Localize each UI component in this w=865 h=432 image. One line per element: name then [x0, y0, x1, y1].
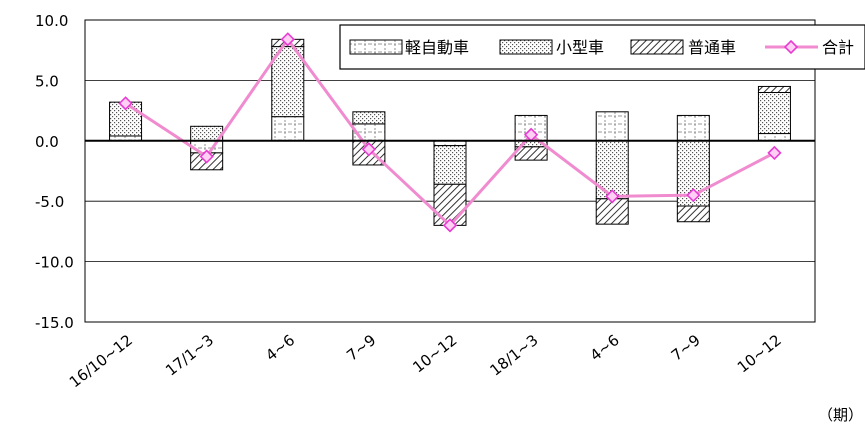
legend-label: 軽自動車 [405, 38, 469, 57]
y-tick-label: -15.0 [35, 314, 74, 332]
x-tick-label: 10~12 [734, 331, 785, 376]
legend-label: 合計 [822, 38, 854, 57]
x-tick-label: 4~6 [587, 331, 623, 365]
legend-label: 普通車 [688, 38, 736, 57]
y-tick-label: 10.0 [35, 12, 68, 30]
bar-segment-grid [676, 114, 710, 142]
total-marker [361, 142, 377, 157]
x-tick-label: 16/10~12 [66, 331, 136, 391]
bar-segment-dots [433, 145, 467, 185]
bar-segment-grid [757, 133, 791, 142]
bar-segment-hatch [757, 85, 791, 93]
total-marker [605, 189, 620, 204]
total-marker [199, 149, 214, 164]
bar-segment-grid [595, 111, 629, 142]
legend-swatch-hatch [630, 39, 684, 55]
bar-segment-dots [757, 91, 791, 135]
bar-segment-dots [352, 111, 386, 125]
x-tick-label: 7~9 [343, 331, 379, 365]
y-tick-label: -5.0 [35, 193, 64, 211]
y-tick-label: -10.0 [35, 254, 74, 272]
legend: 軽自動車 小型車 普通車 合計 [339, 24, 865, 70]
x-tick-label: 7~9 [668, 331, 704, 365]
legend-label: 小型車 [556, 38, 604, 57]
total-marker [118, 96, 133, 111]
total-marker [442, 218, 458, 233]
bar-segment-hatch [676, 205, 710, 223]
legend-swatch-dots [499, 39, 553, 55]
total-marker [767, 145, 782, 161]
x-tick-label: 17/1~3 [162, 331, 217, 380]
y-tick-label: 0.0 [35, 133, 59, 151]
legend-swatch-grid [349, 39, 403, 55]
x-tick-label: 18/1~3 [487, 331, 542, 380]
plot-frame [84, 19, 816, 323]
bar-segment-dots [271, 46, 305, 118]
x-tick-label: 4~6 [262, 331, 298, 365]
legend-box [339, 24, 865, 70]
y-tick-label: 5.0 [35, 72, 59, 90]
legend-marker-swatch [783, 39, 799, 55]
unit-label: （期） [818, 406, 863, 424]
total-marker [686, 188, 701, 203]
total-marker [280, 32, 295, 47]
bar-segment-grid [271, 116, 305, 142]
x-tick-label: 10~12 [409, 331, 460, 376]
total-line-layer [118, 32, 782, 233]
